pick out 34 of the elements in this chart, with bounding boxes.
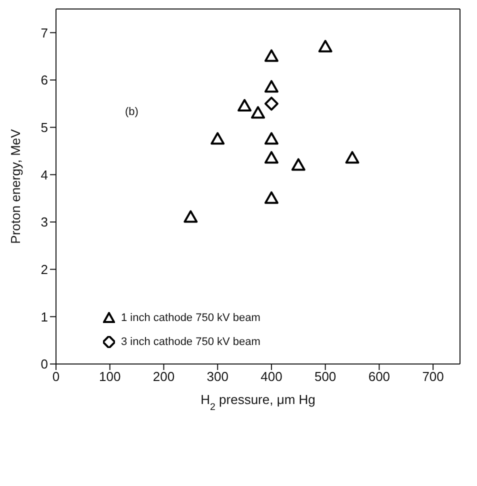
point (238, 99, 252, 112)
point (264, 191, 278, 204)
point (184, 210, 198, 223)
x-tick-label: 100 (99, 369, 121, 384)
y-axis-title: Proton energy, MeV (8, 128, 23, 244)
y-tick-label: 5 (40, 120, 48, 135)
y-tick-label: 4 (40, 167, 48, 182)
y-tick-label: 3 (40, 214, 48, 230)
point (264, 80, 278, 93)
y-tick-label: 6 (40, 72, 48, 88)
y-tick-label: 2 (40, 262, 48, 277)
y-tick-label: 0 (40, 356, 48, 372)
legend-label: 1 inch cathode 750 kV beam (121, 312, 260, 324)
point (251, 106, 265, 119)
point (264, 151, 278, 164)
point (318, 40, 332, 52)
y-tick-label: 1 (40, 309, 48, 324)
annotation: (b) (125, 106, 138, 118)
x-tick-label: 700 (422, 369, 444, 384)
point (345, 151, 360, 164)
x-tick-label: 400 (260, 369, 282, 384)
legend-label: 3 inch cathode 750 kV beam (121, 336, 260, 348)
x-tick-label: 300 (206, 369, 228, 384)
point (264, 132, 278, 145)
point (291, 158, 306, 171)
point (264, 49, 278, 62)
y-tick-label: 7 (40, 25, 48, 40)
x-tick-label: 0 (52, 369, 60, 384)
x-tick-label: 200 (152, 369, 175, 384)
x-tick-label: 500 (314, 369, 336, 384)
point (264, 96, 278, 111)
point (210, 132, 225, 145)
x-axis-title: H$_{2}$ pressure, μm Hg (200, 392, 316, 412)
x-tick-label: 600 (368, 369, 390, 384)
